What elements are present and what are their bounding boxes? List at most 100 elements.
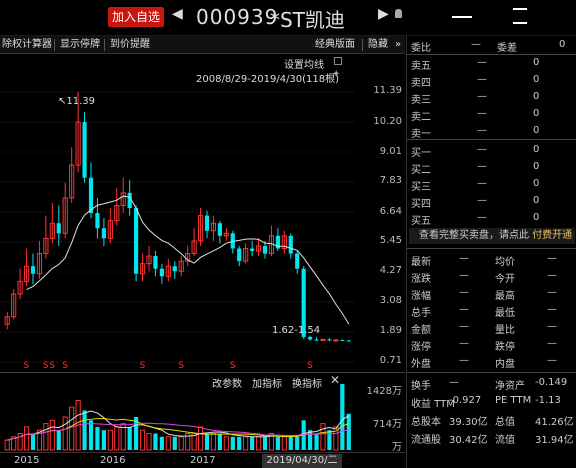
stock-code: 000939 [196,5,279,29]
add-to-watchlist-button[interactable]: 加入自选 [108,7,164,27]
set-ma-button[interactable]: 设置均线 [284,60,324,71]
fundamental-label: 流通股 [411,435,441,446]
volume-bar [275,436,280,450]
volume-bar [223,436,229,451]
volume-bar [43,423,49,451]
divider [407,139,576,140]
show-suspension-button[interactable]: 显示停牌 [60,39,100,50]
candle-body [197,215,204,242]
candle-body [56,223,61,234]
candle-body [95,213,100,229]
price-tick: 4.27 [379,265,402,276]
price-tick: 0.71 [379,355,402,366]
volume-bar [191,433,197,451]
quote-label: 总手 [411,308,431,319]
quote-label: 今开 [495,274,515,285]
divider [407,248,576,249]
toolbar-divider [54,39,55,51]
ma-settings-icon[interactable] [334,57,342,65]
bell-icon[interactable] [395,9,402,18]
fundamental-value: -0.149 [535,377,568,388]
dividend-marker: S [178,361,184,371]
quote-value: — [459,338,469,349]
dividend-marker: S [140,361,146,371]
collapse-icon[interactable]: » [395,39,402,50]
volume-bar [17,433,23,451]
previous-stock-icon[interactable]: ◀ [172,6,183,22]
fundamental-row: 收益 TTM -0.927 PE TTM -1.13 [407,394,576,410]
quote-label: 均价 [495,257,515,268]
ex-rights-calculator-button[interactable]: 除权计算器 [2,39,52,50]
volume-ma-line [7,422,349,441]
quote-value: — [459,321,469,332]
divider [407,54,576,55]
volume-bar [159,436,164,450]
bid-label: 买一 [411,148,431,159]
bid-label: 买三 [411,182,431,193]
volume-bar [4,439,10,451]
volume-bar [30,433,36,450]
quote-label: 涨停 [411,342,431,353]
date-axis: 2015 2016 2017 2019/04/30/二 [0,452,405,468]
price-tick: 7.83 [379,175,402,186]
volume-bar [127,426,132,450]
candle-body [262,245,268,254]
dividend-marker: S [62,361,68,371]
quote-value: — [547,287,557,298]
candle-body [17,280,23,295]
order-ratio-value: — [471,39,481,50]
dividend-marker: S [49,361,55,371]
bid-price: — [477,144,487,155]
minimize-icon[interactable] [452,16,472,18]
quote-label: 最新 [411,257,431,268]
stock-name: *ST凯迪 [270,8,345,32]
quote-label: 金额 [411,325,431,336]
candle-body [69,164,75,199]
candle-body [36,253,43,275]
fundamental-value: — [449,377,459,388]
bid-label: 买五 [411,216,431,227]
ask-row: 卖四 — 0 [407,73,576,89]
fundamental-value: -0.927 [449,395,482,406]
close-icon[interactable]: ✕ [330,373,341,387]
candle-body [255,245,262,252]
candle-body [320,339,326,341]
add-indicator-button[interactable]: 加指标 [252,379,282,390]
volume-bar [204,433,210,450]
bid-row: 买三 — 0 [407,177,576,193]
price-alert-button[interactable]: 到价提醒 [110,39,150,50]
full-order-book-link[interactable]: 查看完整买卖盘，请点此 付费开通 [409,228,575,244]
quote-value: — [459,304,469,315]
volume-bar [101,430,106,450]
volume-bar [243,436,249,451]
bid-volume: 0 [533,178,540,189]
candle-body [62,197,68,234]
candle-body [275,235,280,249]
classic-layout-button[interactable]: 经典版面 [315,39,355,50]
next-stock-icon[interactable]: ▶ [378,6,389,22]
edit-params-button[interactable]: 改参数 [212,379,242,390]
candle-body [165,265,171,277]
quote-row: 涨停 — 跌停 — [407,337,576,353]
candle-body [134,208,139,274]
quote-label: 跌停 [495,342,515,353]
volume-tick: 万 [392,442,402,453]
candle-body [101,228,106,239]
change-indicator-button[interactable]: 换指标 [292,379,322,390]
order-ratio-label: 委比 [411,43,431,54]
candle-body [159,268,164,277]
quote-value: — [547,355,557,366]
ask-price: — [477,108,487,119]
candle-body [127,192,132,209]
candle-body [346,340,351,342]
hide-panel-button[interactable]: 隐藏 [368,39,388,50]
pin-icon[interactable]: ✦ [332,69,341,80]
volume-bar [237,436,242,450]
volume-bar [250,436,255,450]
restore-icon[interactable] [513,8,527,24]
quote-value: — [547,321,557,332]
ask-row: 卖二 — 0 [407,107,576,123]
toolbar-divider [362,39,363,51]
